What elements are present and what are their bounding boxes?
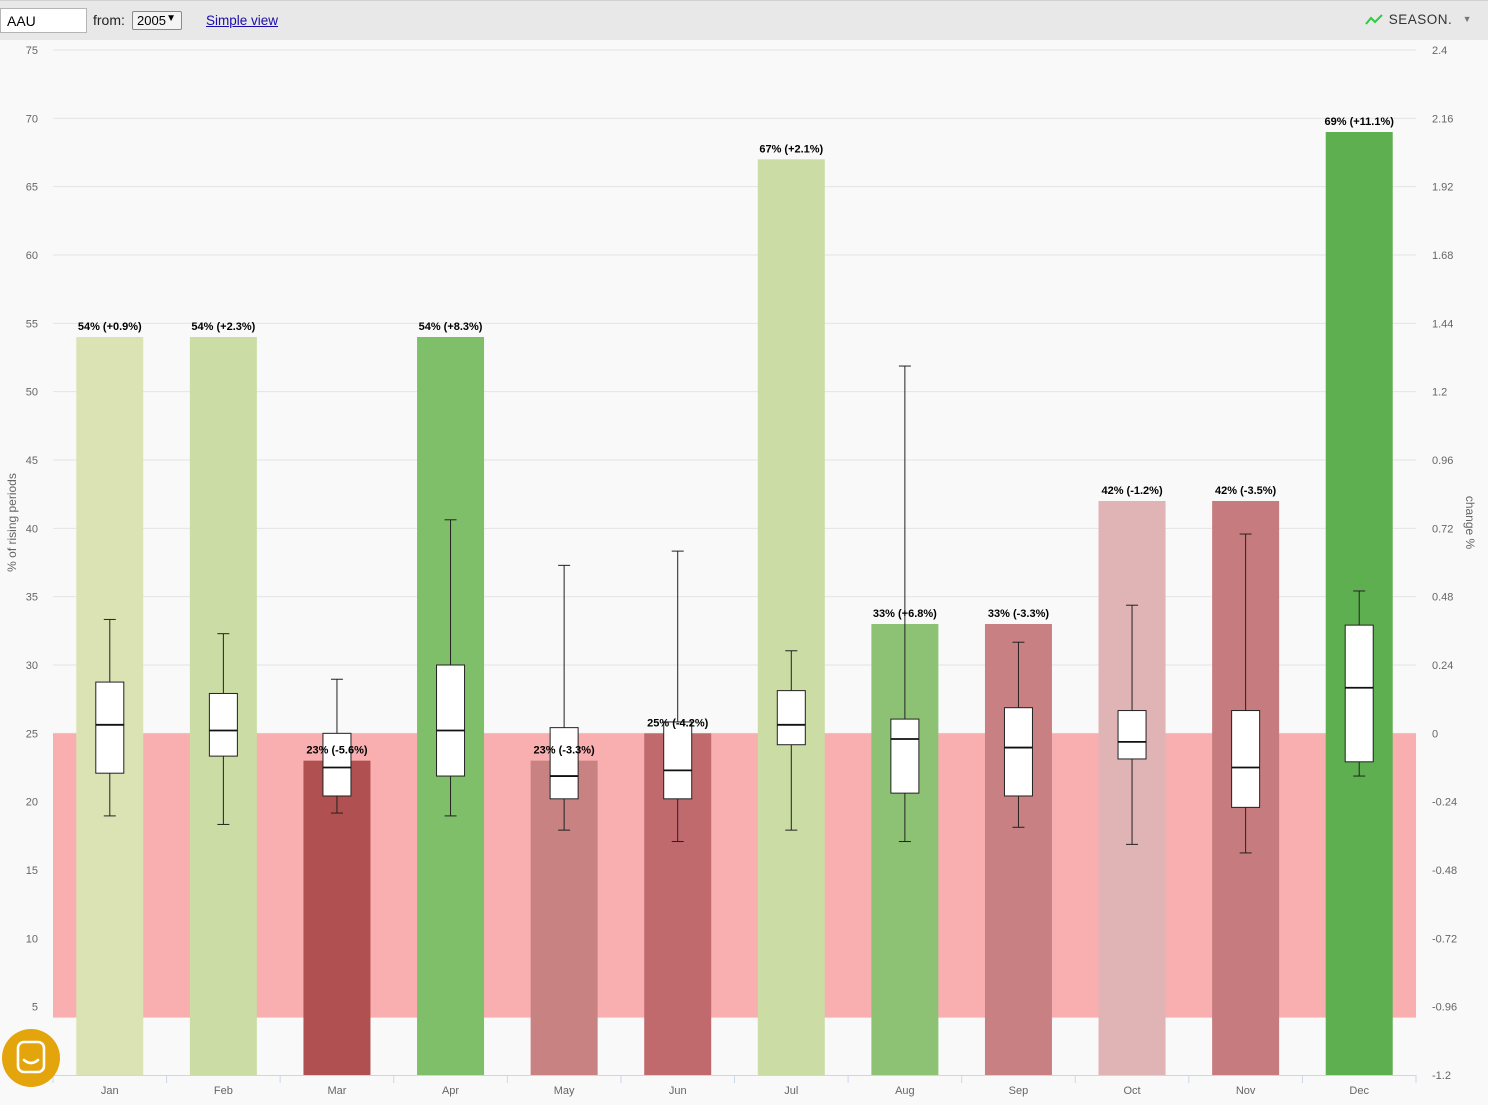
bar-data-label: 33% (+6.8%) <box>873 608 937 620</box>
dropdown-arrow-icon: ▼ <box>166 13 176 24</box>
bar-data-label: 54% (+0.9%) <box>78 321 142 333</box>
x-tick-label: Nov <box>1236 1085 1256 1097</box>
y-right-tick-label: 2.4 <box>1432 45 1447 57</box>
y-left-tick-label: 10 <box>26 933 38 945</box>
from-label: from: <box>93 12 125 28</box>
x-tick-label: Sep <box>1009 1085 1029 1097</box>
y-right-tick-label: -0.96 <box>1432 1002 1457 1014</box>
seasonality-chart: 5 10 15 20 25 30 35 40 45 50 55 60 65 70 75 -1.2 -0.96 -0… <box>5 45 1477 1097</box>
y-right-tick-label: -0.24 <box>1432 797 1457 809</box>
bar-data-label: 42% (-1.2%) <box>1101 485 1162 497</box>
bar-data-label: 25% (-4.2%) <box>647 717 708 729</box>
trend-line-icon <box>1364 14 1383 26</box>
y-left-tick-label: 30 <box>26 660 38 672</box>
y-left-tick-label: 15 <box>26 865 38 877</box>
x-tick-label: Mar <box>327 1085 346 1097</box>
y-left-tick-label: 35 <box>26 592 38 604</box>
y-left-tick-label: 70 <box>26 113 38 125</box>
y-right-tick-label: 0.72 <box>1432 523 1453 535</box>
box-iqr <box>436 664 466 777</box>
x-tick-label: Dec <box>1349 1085 1369 1097</box>
box-iqr <box>322 732 352 797</box>
y-right-tick-label: 1.44 <box>1432 318 1453 330</box>
box-iqr <box>1117 710 1147 760</box>
y-left-tick-label: 45 <box>26 455 38 467</box>
y-right-tick-label: 1.92 <box>1432 182 1453 194</box>
y-right-tick-label: -0.48 <box>1432 865 1457 877</box>
y-right-tick-label: -0.72 <box>1432 933 1457 945</box>
y-left-tick-label: 60 <box>26 250 38 262</box>
box-iqr <box>1344 624 1374 763</box>
bar-data-label: 69% (+11.1%) <box>1325 116 1395 128</box>
x-tick-label: Jun <box>669 1085 687 1097</box>
season-menu-button[interactable]: SEASON. ▼ <box>1364 12 1472 27</box>
negative-band <box>53 733 1416 1018</box>
x-tick-label: Apr <box>442 1085 459 1097</box>
y-right-tick-label: -1.2 <box>1432 1070 1451 1082</box>
ticker-input[interactable]: AAU <box>0 8 87 33</box>
bar-jul <box>757 159 825 1075</box>
box-iqr <box>95 681 125 774</box>
bar-data-label: 67% (+2.1%) <box>759 143 823 155</box>
x-tick-label: Jan <box>101 1085 119 1097</box>
bar-data-label: 23% (-3.3%) <box>534 745 595 757</box>
bar-data-label: 54% (+8.3%) <box>419 321 483 333</box>
box-iqr <box>1231 710 1261 808</box>
y-left-tick-label: 25 <box>26 728 38 740</box>
y-right-tick-label: 2.16 <box>1432 113 1453 125</box>
y-right-tick-label: 0.24 <box>1432 660 1453 672</box>
box-iqr <box>776 690 806 746</box>
x-tick-label: Jul <box>784 1085 798 1097</box>
y-right-tick-label: 0.96 <box>1432 455 1453 467</box>
from-year-value: 2005 <box>137 13 166 28</box>
y-left-tick-label: 40 <box>26 523 38 535</box>
x-tick-label: Aug <box>895 1085 915 1097</box>
bar-data-label: 54% (+2.3%) <box>191 321 255 333</box>
y-left-tick-label: 5 <box>32 1002 38 1014</box>
y-left-tick-label: 55 <box>26 318 38 330</box>
x-tick-label: May <box>554 1085 575 1097</box>
toolbar: AAU from: 2005 ▼ Simple view SEASON. ▼ <box>0 0 1488 40</box>
box-iqr <box>1003 707 1033 797</box>
y-left-tick-label: 20 <box>26 797 38 809</box>
y-right-tick-label: 0.48 <box>1432 592 1453 604</box>
box-iqr <box>890 718 920 794</box>
x-tick-label: Oct <box>1123 1085 1140 1097</box>
y-right-tick-label: 0 <box>1432 728 1438 740</box>
season-label: SEASON. <box>1388 12 1453 27</box>
y-left-tick-label: 75 <box>26 45 38 57</box>
y-left-tick-label: 50 <box>26 387 38 399</box>
y-right-axis-title: change % <box>1463 496 1477 550</box>
chat-support-button[interactable] <box>2 1029 60 1087</box>
x-tick-label: Feb <box>214 1085 233 1097</box>
box-iqr <box>208 692 238 757</box>
box-iqr <box>663 721 693 800</box>
bar-data-label: 23% (-5.6%) <box>306 745 367 757</box>
chat-icon <box>16 1040 46 1074</box>
chevron-down-icon: ▼ <box>1462 14 1472 24</box>
y-left-axis-title: % of rising periods <box>5 473 19 572</box>
y-right-tick-label: 1.2 <box>1432 387 1447 399</box>
y-right-tick-label: 1.68 <box>1432 250 1453 262</box>
box-iqr <box>549 727 579 800</box>
bar-data-label: 33% (-3.3%) <box>988 608 1049 620</box>
from-year-select[interactable]: 2005 ▼ <box>132 11 182 30</box>
bar-data-label: 42% (-3.5%) <box>1215 485 1276 497</box>
simple-view-link[interactable]: Simple view <box>206 13 279 28</box>
y-left-tick-label: 65 <box>26 182 38 194</box>
